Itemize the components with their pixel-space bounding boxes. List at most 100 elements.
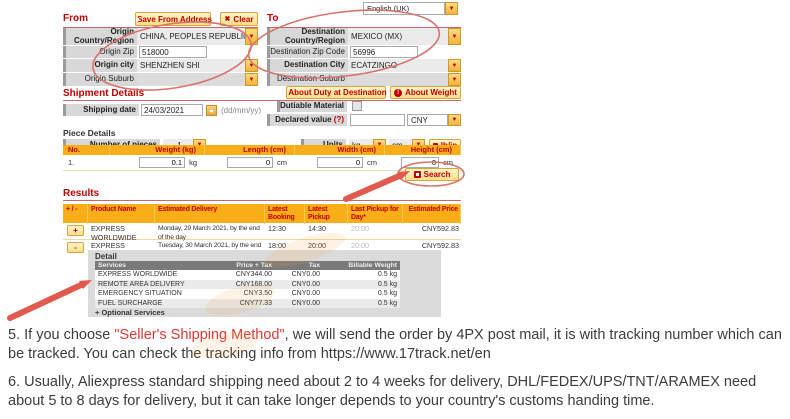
- chevron-down-icon: ▼: [248, 62, 255, 69]
- latest-booking-cell: 12:30: [268, 224, 286, 233]
- destination-city-select[interactable]: ECATZINGO: [348, 59, 448, 72]
- expand-row-button[interactable]: +: [67, 225, 84, 236]
- currency-dropdown-button[interactable]: ▼: [448, 114, 461, 126]
- search-arrow-annotation: [343, 171, 410, 202]
- service-cell: EMERGENCY SITUATION: [98, 290, 182, 297]
- service-cell: FUEL SURCHARGE: [98, 299, 163, 307]
- destination-city-label: Destination City: [267, 59, 348, 72]
- destination-country-select[interactable]: MEXICO (MX): [348, 28, 448, 45]
- tax-cell: CNY0.00: [291, 280, 320, 288]
- origin-city-select[interactable]: SHENZHEN SHI: [137, 59, 245, 72]
- destination-suburb-dropdown-button[interactable]: ▼: [448, 73, 461, 86]
- destination-city-value: ECATZINGO: [351, 61, 398, 70]
- chevron-down-icon: ▼: [248, 33, 255, 40]
- note5-prefix: 5. If you choose: [8, 327, 115, 343]
- currency-select[interactable]: CNY: [407, 114, 448, 126]
- language-select[interactable]: English (UK): [363, 2, 445, 15]
- billable-weight-cell: 0.5 kg: [377, 290, 397, 297]
- origin-zip-input[interactable]: [139, 46, 207, 58]
- results-col-booking: Latest Booking: [265, 204, 305, 224]
- chevron-down-icon: ▼: [451, 33, 458, 40]
- pieces-table-header: No. Weight (kg) Length (cm) Width (cm) H…: [63, 145, 461, 155]
- tax-cell: CNY0.00: [291, 290, 320, 297]
- declared-value-input[interactable]: [350, 114, 405, 126]
- detail-col-price: Price + Tax: [236, 262, 272, 269]
- destination-suburb-label: Destination Suburb: [267, 73, 348, 86]
- destination-country-dropdown-button[interactable]: ▼: [448, 28, 461, 45]
- piece-weight-unit: kg: [189, 158, 197, 167]
- dutiable-material-checkbox[interactable]: [352, 101, 362, 111]
- shipping-date-input[interactable]: [141, 104, 203, 116]
- origin-country-select[interactable]: CHINA, PEOPLES REPUBLIC (CN: [137, 28, 245, 45]
- destination-zip-input[interactable]: [350, 46, 418, 58]
- results-divider: [63, 200, 461, 201]
- save-from-address-label: Save From Address: [137, 14, 212, 24]
- toggle-cell: +: [63, 223, 88, 242]
- last-pickup-cell: 20:00: [351, 241, 369, 250]
- piece-width-unit: cm: [367, 158, 377, 167]
- clear-button[interactable]: ✖ Clear: [220, 12, 258, 26]
- origin-city-label: Origin city: [63, 59, 137, 72]
- destination-suburb-select[interactable]: [348, 73, 448, 86]
- weight-alert-icon: !: [394, 88, 403, 97]
- piece-length-input[interactable]: [227, 157, 273, 168]
- result-row: + EXPRESS WORLDWIDE Monday, 29 March 202…: [63, 223, 461, 242]
- latest-pickup-cell: 20:00: [308, 241, 326, 250]
- from-section-title: From: [63, 13, 88, 24]
- search-icon: [413, 171, 421, 178]
- pieces-table-row: 1. kg cm cm cm: [63, 155, 461, 171]
- detail-row: EXPRESS WORLDWIDE CNY344.00 CNY0.00 0.5 …: [95, 270, 400, 280]
- piece-weight-cell: kg: [110, 157, 205, 168]
- destination-country-label: Destination Country/Region: [267, 27, 348, 45]
- note-paragraph-6: 6. Usually, Aliexpress standard shipping…: [8, 374, 757, 409]
- billable-weight-cell: 0.5 kg: [377, 271, 397, 278]
- piece-height-unit: cm: [443, 158, 453, 167]
- billable-weight-cell: 0.5 kg: [377, 280, 397, 288]
- chevron-down-icon: ▼: [448, 5, 455, 12]
- results-table-header: + / - Product Name Estimated Delivery La…: [63, 204, 461, 224]
- about-weight-button[interactable]: ! About Weight: [390, 86, 461, 99]
- chevron-down-icon: ▼: [451, 76, 458, 83]
- chevron-down-icon: ▼: [248, 76, 255, 83]
- price-cell: CNY344.00: [235, 271, 272, 278]
- origin-suburb-dropdown-button[interactable]: ▼: [245, 73, 258, 86]
- save-from-address-button[interactable]: Save From Address: [135, 12, 212, 26]
- piece-height-input[interactable]: [401, 157, 439, 168]
- optional-services-link[interactable]: + Optional Services: [95, 308, 165, 317]
- collapse-row-button[interactable]: -: [67, 242, 84, 253]
- piece-width-input[interactable]: [317, 157, 363, 168]
- detail-row: FUEL SURCHARGE CNY77.33 CNY0.00 0.5 kg: [95, 298, 400, 308]
- detail-table-body: EXPRESS WORLDWIDE CNY344.00 CNY0.00 0.5 …: [95, 270, 400, 308]
- calendar-icon[interactable]: [206, 105, 217, 116]
- shipment-details-title: Shipment Details: [63, 88, 145, 99]
- origin-suburb-label: Origin Suburb: [63, 73, 137, 86]
- results-title: Results: [63, 188, 100, 199]
- note5-suffix: , we will send the order by 4PX post mai…: [8, 327, 782, 362]
- piece-weight-input[interactable]: [139, 157, 186, 168]
- chevron-down-icon: ▼: [451, 62, 458, 69]
- origin-suburb-select[interactable]: [137, 73, 245, 86]
- origin-country-dropdown-button[interactable]: ▼: [245, 28, 258, 45]
- search-button[interactable]: Search: [405, 168, 459, 181]
- about-duty-button[interactable]: About Duty at Destination: [286, 86, 387, 99]
- piece-details-title: Piece Details: [63, 128, 116, 138]
- origin-city-dropdown-button[interactable]: ▼: [245, 59, 258, 72]
- origin-city-value: SHENZHEN SHI: [140, 61, 200, 70]
- results-col-pickup: Latest Pickup: [305, 204, 348, 224]
- pieces-col-length: Length (cm): [205, 145, 295, 155]
- estimated-price-cell: CNY592.83: [421, 224, 459, 233]
- destination-city-dropdown-button[interactable]: ▼: [448, 59, 461, 72]
- declared-value-label: Declared value (?): [267, 114, 347, 126]
- origin-country-value: CHINA, PEOPLES REPUBLIC (CN: [140, 32, 245, 41]
- destination-zip-label: Destination Zip Code: [267, 46, 348, 58]
- last-pickup-cell: 20:00: [351, 224, 369, 233]
- about-duty-label: About Duty at Destination: [288, 88, 387, 97]
- piece-height-cell: cm: [385, 157, 461, 168]
- dutiable-material-label: Dutiable Material: [277, 101, 347, 112]
- estimated-delivery-cell: Monday, 29 March 2021, by the end of the…: [158, 225, 260, 241]
- language-dropdown-button[interactable]: ▼: [445, 2, 458, 15]
- note-paragraph-5: 5. If you choose "Seller's Shipping Meth…: [8, 326, 788, 363]
- price-cell: CNY168.00: [235, 280, 272, 288]
- declared-value-text: Declared value: [275, 114, 332, 124]
